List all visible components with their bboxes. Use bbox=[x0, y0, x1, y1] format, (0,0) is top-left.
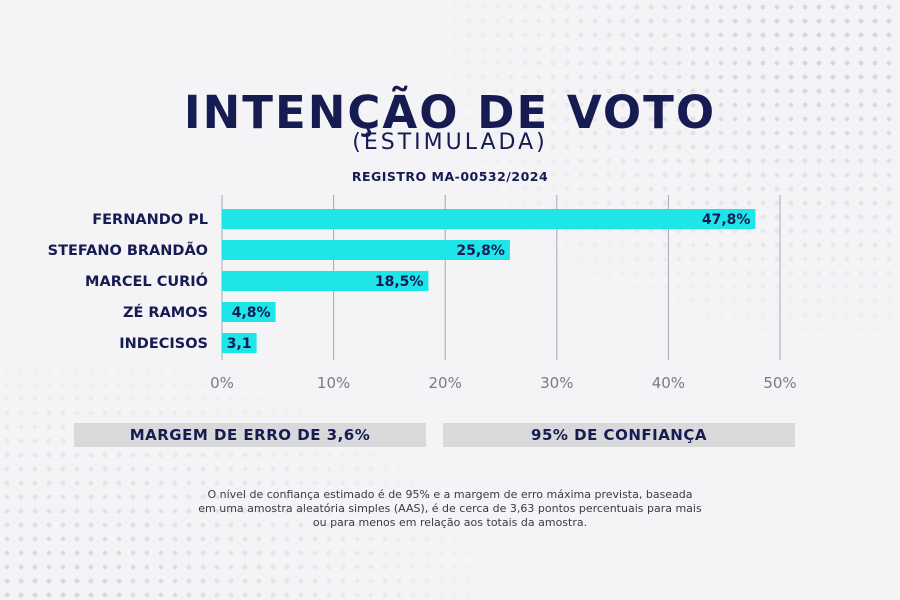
note-line-3: ou para menos em relação aos totais da a… bbox=[312, 516, 588, 529]
x-tick-label: 30% bbox=[540, 374, 573, 392]
bar-chart: 0% 10% 20% 30% 40% 50% FERNANDO PL 47,8% STEFANO… bbox=[48, 195, 797, 392]
data-label: 47,8% bbox=[702, 212, 751, 228]
note-line-1: O nível de confiança estimado é de 95% e… bbox=[207, 488, 693, 501]
category-label: INDECISOS bbox=[119, 336, 208, 352]
data-label: 25,8% bbox=[456, 243, 505, 259]
page-subtitle: (ESTIMULADA) bbox=[352, 130, 548, 155]
note-line-2: em uma amostra aleatória simples (AAS), … bbox=[198, 502, 702, 515]
x-tick-label: 10% bbox=[317, 374, 350, 392]
category-label: STEFANO BRANDÃO bbox=[48, 242, 208, 259]
category-label: FERNANDO PL bbox=[92, 212, 208, 228]
data-label: 18,5% bbox=[375, 274, 424, 290]
x-tick-label: 20% bbox=[429, 374, 462, 392]
bar bbox=[222, 209, 756, 229]
bar bbox=[222, 302, 276, 322]
category-label: ZÉ RAMOS bbox=[123, 304, 208, 321]
bar bbox=[222, 240, 510, 260]
data-label: 3,1 bbox=[227, 336, 252, 352]
bar bbox=[222, 271, 429, 291]
page-title: INTENÇÃO DE VOTO bbox=[183, 86, 717, 139]
x-tick-label: 40% bbox=[652, 374, 685, 392]
data-label: 4,8% bbox=[232, 305, 271, 321]
category-label: MARCEL CURIÓ bbox=[85, 272, 208, 290]
registration-number: REGISTRO MA-00532/2024 bbox=[351, 169, 549, 184]
margin-of-error-box: MARGEM DE ERRO DE 3,6% bbox=[74, 423, 426, 447]
x-tick-label: 0% bbox=[210, 374, 234, 392]
bar bbox=[222, 333, 257, 353]
confidence-box: 95% DE CONFIANÇA bbox=[443, 423, 795, 447]
x-tick-label: 50% bbox=[763, 374, 796, 392]
methodology-note: O nível de confiança estimado é de 95% e… bbox=[110, 488, 790, 530]
